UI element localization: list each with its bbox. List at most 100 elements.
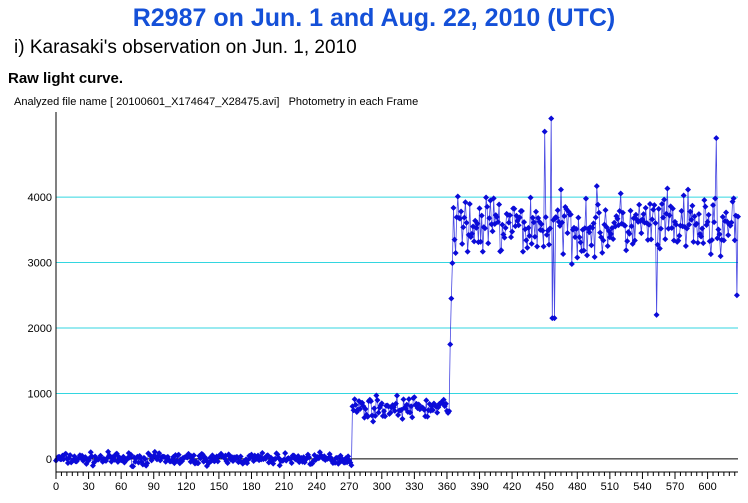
x-tick-label: 450	[536, 481, 554, 493]
data-point	[387, 409, 394, 416]
data-point	[666, 212, 673, 219]
data-point	[362, 405, 369, 412]
data-point	[614, 215, 621, 222]
data-point	[588, 242, 595, 249]
data-point	[526, 232, 533, 239]
data-point	[502, 224, 509, 231]
data-point	[720, 237, 727, 244]
data-point	[731, 237, 738, 244]
data-point	[573, 225, 580, 232]
x-tick-label: 0	[53, 481, 59, 493]
data-point	[447, 341, 454, 348]
data-point	[723, 209, 730, 216]
data-point	[553, 214, 560, 221]
data-point	[564, 230, 571, 237]
data-point	[733, 292, 740, 299]
data-point	[593, 183, 600, 190]
data-point	[452, 249, 459, 256]
data-point	[456, 215, 463, 222]
data-point	[693, 220, 700, 227]
data-point	[498, 247, 505, 254]
data-point	[367, 398, 374, 405]
data-point	[700, 240, 707, 247]
data-point	[699, 225, 706, 232]
data-point	[531, 233, 538, 240]
data-point	[529, 214, 536, 221]
data-point	[673, 221, 680, 228]
data-point	[661, 196, 668, 203]
data-point	[691, 213, 698, 220]
data-point	[351, 396, 358, 403]
x-tick-label: 420	[503, 481, 521, 493]
data-point	[688, 216, 695, 223]
data-point	[373, 392, 380, 399]
data-point	[528, 240, 535, 247]
x-tick-label: 300	[373, 481, 391, 493]
data-point	[489, 228, 496, 235]
x-tick-label: 330	[405, 481, 423, 493]
data-point	[546, 241, 553, 248]
data-point	[364, 413, 371, 420]
data-point	[541, 128, 548, 135]
data-point	[584, 252, 591, 259]
data-point	[660, 214, 667, 221]
data-point	[705, 211, 712, 218]
data-point	[60, 456, 67, 463]
chart-axes: 0 1000 2000 3000 4000 0 30 60 90 120 150 180 210 240 2…	[28, 112, 738, 493]
data-point	[423, 397, 430, 404]
data-point	[407, 409, 414, 416]
data-point	[399, 415, 406, 422]
data-point	[509, 228, 516, 235]
data-point	[548, 115, 555, 122]
data-point	[597, 229, 604, 236]
data-point	[689, 202, 696, 209]
data-point	[575, 214, 582, 221]
data-point	[380, 408, 387, 415]
x-tick-label: 180	[242, 481, 260, 493]
x-tick-label: 600	[698, 481, 716, 493]
data-point	[543, 231, 550, 238]
data-point	[695, 211, 702, 218]
data-point	[580, 247, 587, 254]
data-point	[479, 248, 486, 255]
data-point	[600, 237, 607, 244]
data-point	[395, 412, 402, 419]
data-point	[582, 195, 589, 202]
data-point	[715, 226, 722, 233]
data-point	[409, 414, 416, 421]
data-point	[408, 403, 415, 410]
data-point	[429, 407, 436, 414]
page-title: R2987 on Jun. 1 and Aug. 22, 2010 (UTC)	[132, 4, 616, 32]
data-point	[357, 405, 364, 412]
data-point	[594, 201, 601, 208]
data-point	[516, 214, 523, 221]
data-point	[477, 238, 484, 245]
x-tick-label: 90	[148, 481, 160, 493]
data-point	[559, 219, 566, 226]
data-point	[348, 462, 355, 469]
data-point	[521, 219, 528, 226]
data-point	[464, 248, 471, 255]
data-point	[642, 204, 649, 211]
data-point	[451, 236, 458, 243]
data-point	[647, 201, 654, 208]
data-point	[712, 195, 719, 202]
data-point	[476, 205, 483, 212]
data-point	[460, 224, 467, 231]
data-point	[619, 209, 626, 216]
data-point	[626, 230, 633, 237]
data-point	[710, 202, 717, 209]
data-point	[127, 451, 134, 458]
data-point	[463, 219, 470, 226]
data-point	[288, 460, 295, 467]
data-point	[680, 192, 687, 199]
data-point	[542, 214, 549, 221]
data-point	[656, 245, 663, 252]
data-point	[631, 237, 638, 244]
data-point	[572, 234, 579, 241]
data-point	[214, 458, 221, 465]
data-point	[486, 215, 493, 222]
data-point	[375, 409, 382, 416]
data-point	[523, 237, 530, 244]
